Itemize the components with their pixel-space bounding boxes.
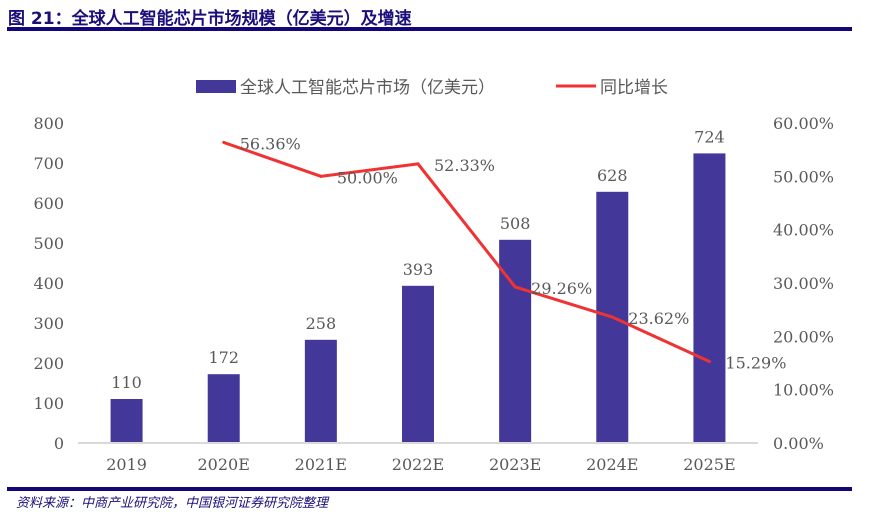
- growth-point-2024E: [610, 315, 614, 319]
- line-data-label: 23.62%: [628, 309, 689, 328]
- right-tick-label: 50.00%: [773, 167, 834, 186]
- legend-bar-label: 全球人工智能芯片市场（亿美元）: [240, 78, 495, 98]
- left-tick-label: 100: [33, 394, 64, 413]
- bottom-rule: [7, 487, 852, 491]
- legend-line-label: 同比增长: [600, 78, 668, 98]
- right-tick-label: 0.00%: [773, 434, 824, 453]
- x-tick-label: 2023E: [489, 455, 541, 474]
- line-data-label: 52.33%: [434, 156, 495, 175]
- left-tick-label: 300: [33, 314, 64, 333]
- left-tick-label: 600: [33, 194, 64, 213]
- growth-point-2022E: [416, 162, 420, 166]
- x-tick-label: 2022E: [392, 455, 444, 474]
- bar-2022E: [402, 285, 434, 443]
- bar-data-label: 508: [500, 214, 531, 233]
- bar-data-label: 110: [111, 373, 142, 392]
- figure-title: 图 21：全球人工智能芯片市场规模（亿美元）及增速: [8, 9, 412, 29]
- top-rule: [7, 27, 852, 31]
- x-tick-label: 2021E: [295, 455, 347, 474]
- left-tick-label: 700: [33, 154, 64, 173]
- bar-2023E: [499, 239, 532, 443]
- bar-data-label: 258: [306, 314, 337, 333]
- legend-bar-swatch: [196, 80, 236, 93]
- left-tick-label: 500: [33, 234, 64, 253]
- source-note: 资料来源：中商产业研究院，中国银河证券研究院整理: [16, 496, 329, 511]
- bar-2025E: [693, 153, 726, 443]
- right-tick-label: 20.00%: [773, 327, 834, 346]
- growth-point-2021E: [319, 174, 323, 178]
- left-tick-label: 800: [33, 114, 64, 133]
- x-tick-label: 2025E: [683, 455, 735, 474]
- line-data-label: 15.29%: [725, 353, 786, 372]
- x-tick-label: 2024E: [586, 455, 638, 474]
- x-tick-label: 2020E: [198, 455, 250, 474]
- line-data-label: 29.26%: [531, 279, 592, 298]
- bar-2021E: [304, 339, 337, 443]
- right-tick-label: 60.00%: [773, 114, 834, 133]
- growth-point-2023E: [513, 285, 517, 289]
- line-data-label: 56.36%: [240, 134, 301, 153]
- growth-point-2025E: [707, 359, 711, 363]
- left-tick-label: 0: [54, 434, 64, 453]
- left-tick-label: 400: [33, 274, 64, 293]
- x-tick-label: 2019: [106, 455, 147, 474]
- bar-data-label: 172: [208, 348, 239, 367]
- bar-data-label: 393: [403, 260, 434, 279]
- growth-line: [223, 140, 711, 363]
- bar-data-label: 724: [694, 127, 725, 146]
- bar-2020E: [207, 374, 240, 443]
- line-data-label: 50.00%: [337, 168, 398, 187]
- right-tick-label: 40.00%: [773, 221, 834, 240]
- left-tick-label: 200: [33, 354, 64, 373]
- right-tick-label: 30.00%: [773, 274, 834, 293]
- growth-point-2020E: [222, 140, 226, 144]
- right-tick-label: 10.00%: [773, 381, 834, 400]
- bar-data-label: 628: [597, 166, 628, 185]
- bar-2019: [110, 399, 143, 443]
